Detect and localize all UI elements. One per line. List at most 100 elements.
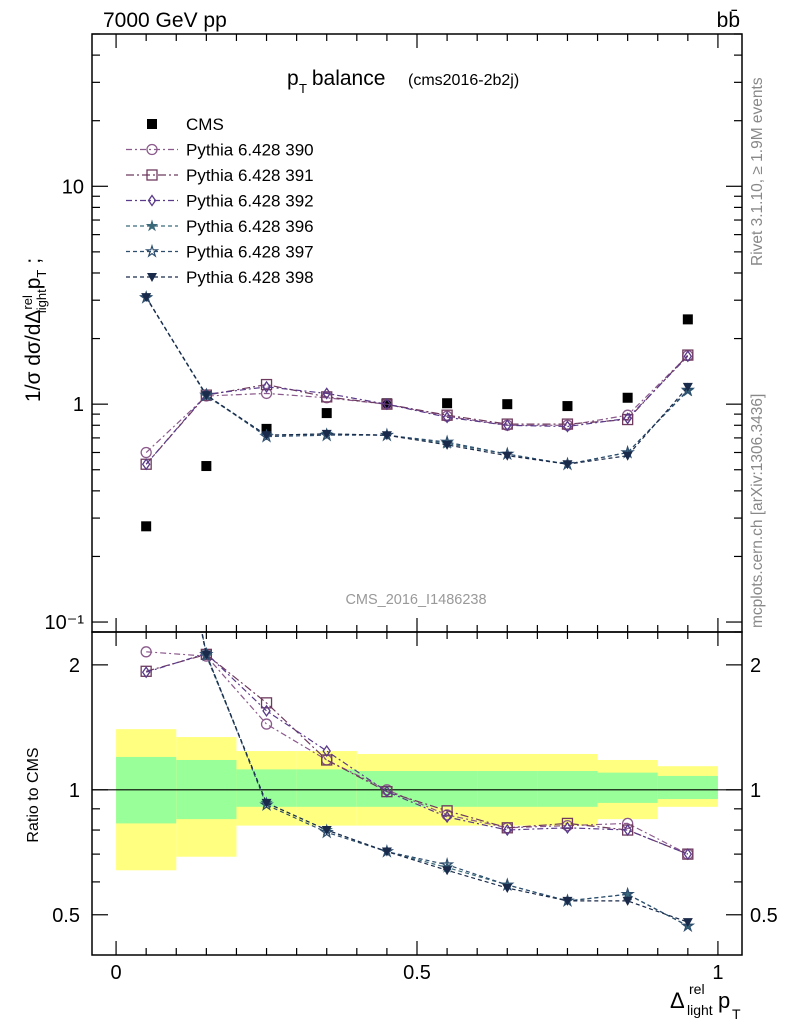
x-tick-label: 0 bbox=[111, 962, 122, 984]
series-point-p392 bbox=[683, 350, 693, 363]
y-tick-label-ratio: 1 bbox=[69, 780, 80, 802]
legend-entry-p392: Pythia 6.428 392 bbox=[126, 192, 314, 211]
legend-marker-p391 bbox=[146, 169, 158, 181]
series-point-p391 bbox=[441, 409, 453, 421]
series-point-p398 bbox=[442, 440, 453, 450]
series-point-p392 bbox=[442, 810, 452, 824]
series-point-p391 bbox=[561, 418, 574, 430]
series-line-p392 bbox=[145, 355, 689, 465]
series-point-data bbox=[502, 399, 513, 410]
series-point-p390 bbox=[260, 387, 273, 400]
legend-entry-p396: Pythia 6.428 396 bbox=[126, 217, 314, 236]
series-point-p398 bbox=[141, 293, 152, 303]
uncertainty-band-inner bbox=[417, 771, 478, 807]
series-point-p392 bbox=[563, 420, 572, 433]
y-tick-label-ratio-right: 0.5 bbox=[750, 905, 778, 927]
svg-text:rel: rel bbox=[689, 981, 705, 997]
x-axis-label: Δ rel light p T bbox=[670, 981, 741, 1022]
main-panel: 10 1 10⁻¹ bbox=[45, 33, 743, 634]
series-point-p398 bbox=[562, 460, 573, 470]
series-point-p390 bbox=[140, 446, 152, 459]
series-point-p398 bbox=[381, 847, 392, 857]
series-point-p398 bbox=[682, 918, 693, 928]
series-point-p392 bbox=[322, 387, 332, 400]
series-point-p392 bbox=[623, 412, 632, 425]
series-point-p392 bbox=[262, 380, 271, 394]
series-point-p390 bbox=[140, 646, 152, 658]
series-line-p397 bbox=[145, 297, 689, 465]
y-tick-label-ratio-right: 2 bbox=[750, 655, 761, 677]
series-point-p391 bbox=[561, 817, 574, 830]
legend-label: Pythia 6.428 390 bbox=[186, 141, 314, 160]
series-point-p391 bbox=[321, 391, 333, 403]
series-point-p391 bbox=[260, 378, 273, 391]
y-axis-label-main: 1/σ dσ/dΔrellightpT ; bbox=[20, 258, 49, 402]
legend-label: Pythia 6.428 397 bbox=[186, 243, 314, 262]
series-point-p392 bbox=[322, 744, 332, 758]
series-line-p392 bbox=[146, 652, 689, 855]
title-main: p bbox=[287, 67, 299, 90]
series-point-p392 bbox=[442, 411, 452, 424]
series-point-p398 bbox=[321, 429, 332, 439]
series-point-p392 bbox=[262, 704, 271, 717]
series-line-p398 bbox=[201, 632, 688, 923]
series-line-p398 bbox=[145, 296, 689, 465]
series-point-p398 bbox=[442, 866, 453, 876]
series-point-p398 bbox=[622, 896, 633, 906]
series-point-p398 bbox=[502, 451, 513, 461]
source-label: mcplots.cern.ch [arXiv:1306.3436] bbox=[749, 394, 766, 628]
series-point-p397 bbox=[620, 886, 635, 901]
series-point-p392 bbox=[563, 821, 572, 834]
series-point-p397 bbox=[680, 382, 696, 397]
series-point-p398 bbox=[261, 431, 272, 441]
uncertainty-band-inner bbox=[296, 769, 357, 807]
legend-entry-p390: Pythia 6.428 390 bbox=[126, 141, 314, 160]
rivet-version-label: Rivet 3.1.10, ≥ 1.9M events bbox=[749, 77, 766, 266]
series-point-p392 bbox=[502, 419, 512, 432]
legend-label: Pythia 6.428 396 bbox=[186, 217, 314, 236]
analysis-watermark: CMS_2016_I1486238 bbox=[345, 592, 486, 608]
series-point-data bbox=[321, 408, 332, 419]
series-point-data bbox=[562, 401, 573, 412]
y-tick-label-ratio: 2 bbox=[69, 655, 80, 677]
series-point-data bbox=[682, 314, 693, 325]
series-point-p392 bbox=[502, 823, 512, 837]
x-tick-label: 0.5 bbox=[403, 962, 431, 984]
legend: CMS Pythia 6.428 390 Pythia 6.428 391 Pythi… bbox=[126, 115, 314, 287]
process-label: bb̄ bbox=[717, 9, 740, 32]
series-point-p392 bbox=[141, 458, 151, 471]
uncertainty-band-inner bbox=[657, 775, 718, 800]
uncertainty-band-inner bbox=[356, 771, 417, 807]
title-rest: balance bbox=[306, 67, 385, 90]
series-point-p398 bbox=[201, 650, 212, 660]
series-line-p390 bbox=[145, 355, 689, 453]
series-point-p391 bbox=[441, 805, 453, 817]
series-point-p391 bbox=[260, 697, 273, 709]
series-point-data bbox=[141, 521, 152, 532]
series-line-p390 bbox=[146, 651, 689, 855]
svg-text:p: p bbox=[718, 988, 730, 1013]
legend-entry-p398: Pythia 6.428 398 bbox=[126, 268, 314, 287]
series-point-p392 bbox=[683, 847, 693, 861]
series-point-p392 bbox=[382, 785, 392, 798]
series-point-p392 bbox=[382, 398, 392, 411]
y-tick-label-main: 10⁻¹ bbox=[45, 612, 85, 634]
legend-marker-p390 bbox=[146, 143, 158, 156]
series-point-data bbox=[381, 398, 392, 409]
uncertainty-band-inner bbox=[597, 772, 658, 803]
series-point-p398 bbox=[502, 884, 513, 894]
svg-text:light: light bbox=[687, 1002, 713, 1018]
series-point-p398 bbox=[622, 451, 633, 461]
svg-text:T: T bbox=[732, 1006, 741, 1022]
legend-entry-p397: Pythia 6.428 397 bbox=[126, 243, 314, 262]
y-axis-label-ratio: Ratio to CMS bbox=[25, 747, 42, 842]
y-tick-label-main: 10 bbox=[62, 176, 84, 198]
legend-marker-p392 bbox=[147, 194, 157, 207]
svg-text:Δ: Δ bbox=[670, 988, 685, 1013]
chart-title: p T balance (cms2016-2b2j) bbox=[287, 67, 519, 96]
series-point-p398 bbox=[321, 826, 332, 836]
series-point-p390 bbox=[260, 718, 273, 730]
series-point-p398 bbox=[381, 431, 392, 441]
series-point-p397 bbox=[680, 918, 696, 933]
